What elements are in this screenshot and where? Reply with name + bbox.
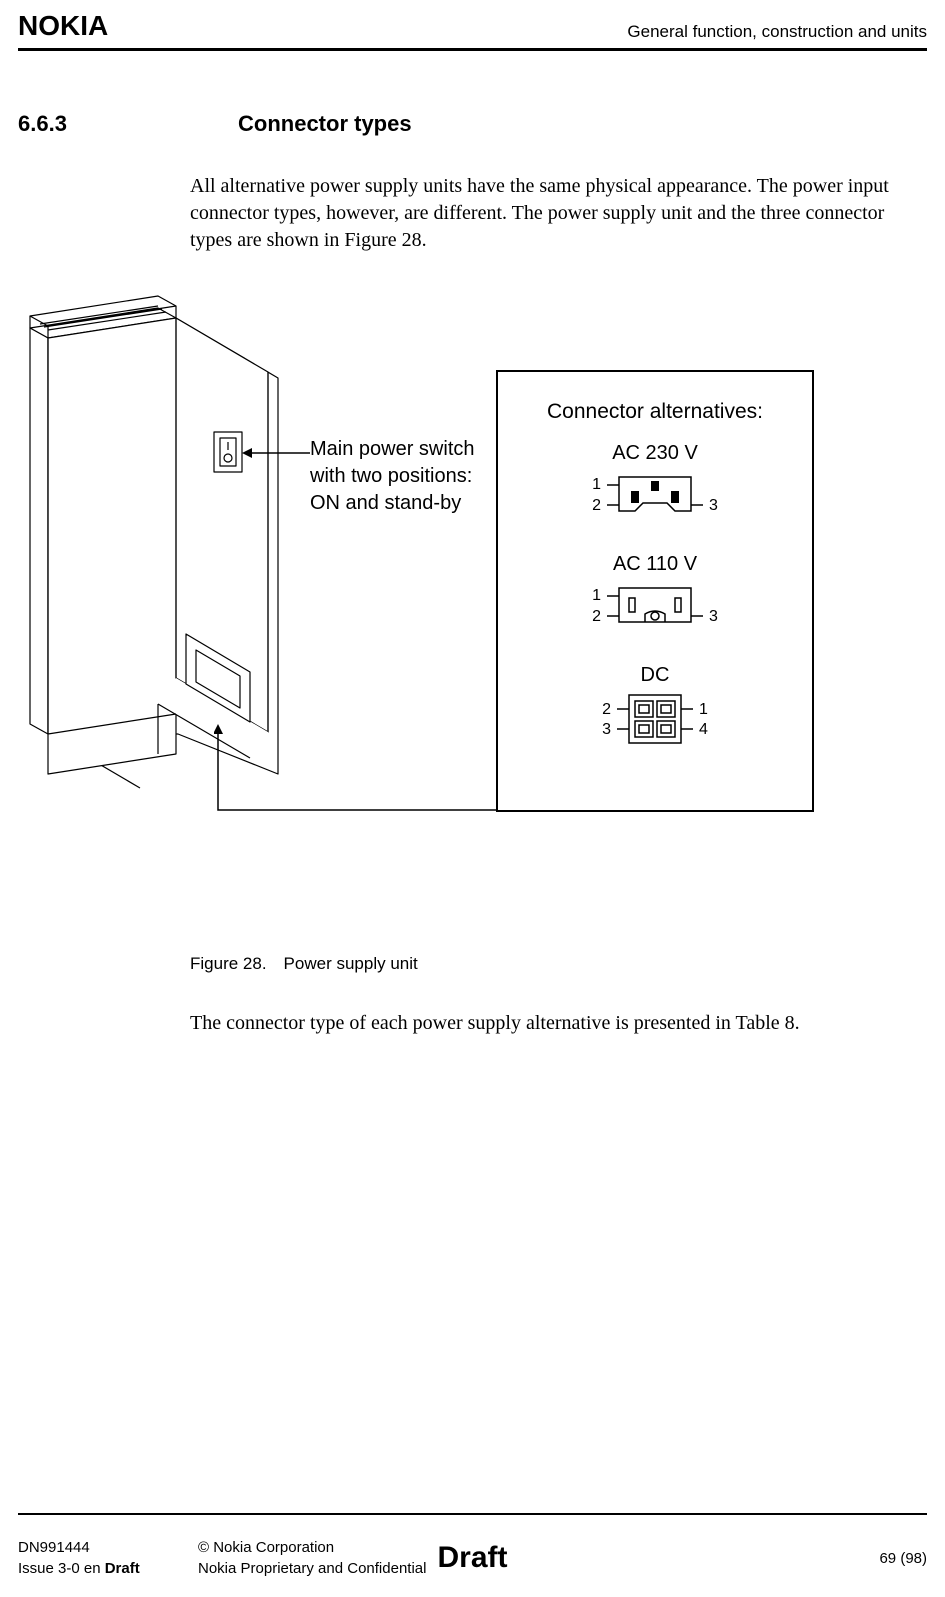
ac230-pin-3: 3	[709, 497, 718, 514]
connector-ac230-label: AC 230 V	[516, 442, 794, 465]
section-heading: 6.6.3 Connector types	[18, 111, 927, 137]
switch-label-line-1: Main power switch	[310, 436, 475, 463]
header-section-title: General function, construction and units	[627, 22, 927, 42]
dc-pin-3: 3	[602, 721, 611, 738]
intro-paragraph: All alternative power supply units have …	[190, 173, 917, 254]
figure-28: Main power switch with two positions: ON…	[18, 294, 927, 934]
connector-box-title: Connector alternatives:	[516, 400, 794, 424]
footer-copyright: © Nokia Corporation	[198, 1537, 426, 1558]
after-figure-paragraph: The connector type of each power supply …	[190, 1010, 917, 1037]
ac110-pin-3: 3	[709, 608, 718, 625]
connector-alternatives-box: Connector alternatives: AC 230 V	[496, 370, 814, 812]
page-footer: DN991444 Issue 3-0 en Draft © Nokia Corp…	[18, 1537, 927, 1579]
connector-ac110: AC 110 V 1	[516, 553, 794, 634]
figure-caption: Figure 28. Power supply unit	[190, 954, 927, 974]
connector-dc-label: DC	[516, 664, 794, 687]
page: NOKIA General function, construction and…	[0, 0, 945, 1597]
nokia-logo: NOKIA	[18, 10, 108, 42]
footer-draft: Draft	[437, 1541, 507, 1575]
connector-ac110-label: AC 110 V	[516, 553, 794, 576]
connector-ac230: AC 230 V 1	[516, 442, 794, 523]
section-title: Connector types	[238, 111, 412, 137]
footer-center-left: © Nokia Corporation Nokia Proprietary an…	[198, 1537, 426, 1579]
dc-pin-4: 4	[699, 721, 708, 738]
footer-issue-bold: Draft	[105, 1560, 140, 1577]
ac230-pin-1: 1	[592, 476, 601, 493]
page-header: NOKIA General function, construction and…	[0, 0, 945, 46]
section-number: 6.6.3	[18, 111, 158, 137]
footer-confidential: Nokia Proprietary and Confidential	[198, 1558, 426, 1579]
connector-dc: DC	[516, 664, 794, 749]
arrow-switch	[242, 446, 312, 460]
content-area: 6.6.3 Connector types All alternative po…	[0, 51, 945, 1037]
arrow-connector	[214, 724, 504, 816]
switch-label-line-2: with two positions:	[310, 463, 475, 490]
switch-label: Main power switch with two positions: ON…	[310, 436, 475, 517]
footer-page-number: 69 (98)	[508, 1550, 928, 1567]
ac230-pin-2: 2	[592, 497, 601, 514]
switch-label-line-3: ON and stand-by	[310, 490, 475, 517]
connector-ac230-icon: 1 2 3	[575, 467, 735, 523]
ac110-pin-2: 2	[592, 608, 601, 625]
psu-drawing	[18, 294, 318, 794]
connector-ac110-icon: 1 2 3	[575, 578, 735, 634]
footer-rule	[18, 1513, 927, 1515]
connector-dc-icon: 2 3 1 4	[575, 689, 735, 749]
dc-pin-2: 2	[602, 701, 611, 718]
dc-pin-1: 1	[699, 701, 708, 718]
footer-issue-prefix: Issue 3-0 en	[18, 1560, 105, 1577]
ac110-pin-1: 1	[592, 587, 601, 604]
